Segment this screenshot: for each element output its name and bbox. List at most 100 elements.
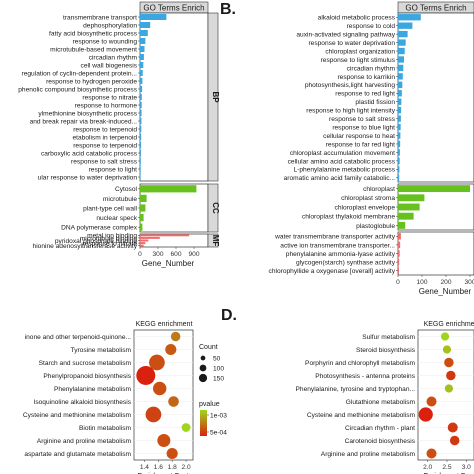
pathway-label: Biotin metabolism [79, 425, 132, 432]
category-label: photosynthesis,light harvesting [305, 82, 396, 89]
bar [398, 123, 401, 131]
bar [140, 142, 142, 148]
bar [140, 236, 160, 239]
category-label: nuclear speck [96, 215, 137, 222]
category-label: microtubule-based movement [50, 46, 137, 53]
bar [398, 56, 404, 63]
bar [398, 166, 400, 173]
x-tick-label: 3.0 [462, 464, 471, 471]
bar [398, 47, 405, 55]
bar [398, 30, 408, 38]
x-axis-label: Gene_Number [419, 287, 472, 296]
data-point [426, 448, 437, 459]
category-label: dephosphorylation [83, 22, 137, 29]
pathway-label: Cysteine and methionine metabolism [307, 412, 416, 419]
bar [140, 204, 146, 212]
bar [398, 39, 406, 46]
data-point [136, 366, 156, 385]
x-tick-label: 200 [440, 279, 451, 286]
bar [140, 86, 143, 92]
category-label: metal ion binding [87, 233, 137, 240]
bar [140, 110, 142, 116]
bar [140, 102, 142, 108]
pathway-label: Isoquinoline alkaloid biosynthesis [33, 399, 131, 406]
bar [140, 126, 142, 132]
x-axis-label: Gene_Number [142, 259, 195, 268]
pathway-label: Sulfur metabolism [362, 334, 415, 341]
colorbar-label: 5e-04 [210, 430, 227, 437]
pathway-label: Cysteine and methionine metabolism [23, 412, 132, 419]
facet-strip-cc [207, 183, 219, 233]
pathway-label: aspartate and glutamate metabolism [24, 451, 131, 458]
bar [140, 46, 145, 52]
bar [398, 267, 399, 274]
data-point [426, 396, 437, 407]
bar [140, 166, 141, 172]
category-label: aromatic amino acid family catabolic... [284, 175, 396, 182]
data-point [440, 332, 450, 341]
bar [140, 30, 148, 36]
data-point [181, 423, 191, 432]
category-label: microtubule binding [80, 235, 138, 242]
x-tick-label: 300 [152, 251, 163, 258]
bar [398, 258, 400, 266]
category-label: phenylalanine ammonia-lyase activity [286, 251, 396, 258]
category-label: Cytosol [115, 186, 138, 193]
bar [140, 14, 167, 20]
x-tick-label: 100 [416, 279, 427, 286]
category-label: pyridoxal phosphate binding [55, 238, 137, 245]
category-label: transmembrane transport [63, 14, 137, 21]
bar [140, 94, 142, 100]
x-tick-label: 1.4 [140, 464, 149, 471]
size-legend-label: 150 [213, 376, 224, 383]
bar [140, 70, 143, 76]
category-label: response to nitrate [82, 94, 137, 101]
category-label: and break repair via break-induced... [30, 118, 138, 125]
size-legend-dot [198, 373, 208, 383]
category-label: auxin-activated signaling pathway [296, 32, 395, 39]
category-label: response to light [89, 166, 138, 173]
bar [140, 223, 143, 231]
size-legend-dot [199, 364, 207, 372]
category-label: plant-type cell wall [83, 205, 137, 212]
category-label: chloroplast accumulation movement [290, 150, 395, 157]
category-label: response to nitrate [82, 241, 137, 248]
pathway-label: Phenylpropanoid biosynthesis [43, 373, 131, 380]
bar [140, 242, 146, 245]
bar [398, 140, 401, 148]
bar [140, 214, 144, 222]
bar [398, 174, 400, 181]
bar [140, 234, 190, 237]
category-label: cell wall biogenesis [81, 62, 138, 69]
category-label: response to water deprivation [308, 40, 395, 47]
pathway-label: Phenylalanine, tyrosine and tryptophan..… [296, 386, 416, 393]
bar [398, 73, 403, 80]
pathway-label: Tyrosine metabolism [71, 347, 132, 354]
category-label: response to salt stress [329, 116, 396, 123]
category-label: response to red light [335, 91, 395, 98]
chart-title: GO Terms Enrich [405, 4, 466, 13]
bar [140, 62, 144, 68]
data-point [444, 384, 454, 393]
category-label: cellular response to heat [323, 133, 395, 140]
bar [140, 174, 141, 180]
category-label: active ion transmembrane transporter... [280, 242, 395, 249]
category-label: chloroplast organization [325, 48, 395, 55]
chart-title: KEGG enrichment [424, 321, 474, 328]
pathway-label: inone and other terpenoid-quinone... [25, 334, 131, 341]
bar [398, 64, 404, 72]
category-label: etabolism in terpenoid [72, 134, 137, 141]
chart-title: GO Terms Enrich [143, 4, 204, 13]
data-point [170, 331, 181, 342]
pathway-label: Arginine and proline metabolism [37, 438, 132, 445]
bar [398, 115, 401, 122]
data-point [152, 381, 167, 396]
pathway-label: Steroid biosynthesis [356, 347, 416, 354]
pvalue-colorbar [200, 410, 207, 436]
category-label: glycogen(starch) synthase activity [296, 260, 396, 267]
pathway-label: Glutathione metabolism [346, 399, 416, 406]
bar [140, 150, 141, 156]
data-point [165, 343, 177, 356]
bar [140, 194, 147, 202]
